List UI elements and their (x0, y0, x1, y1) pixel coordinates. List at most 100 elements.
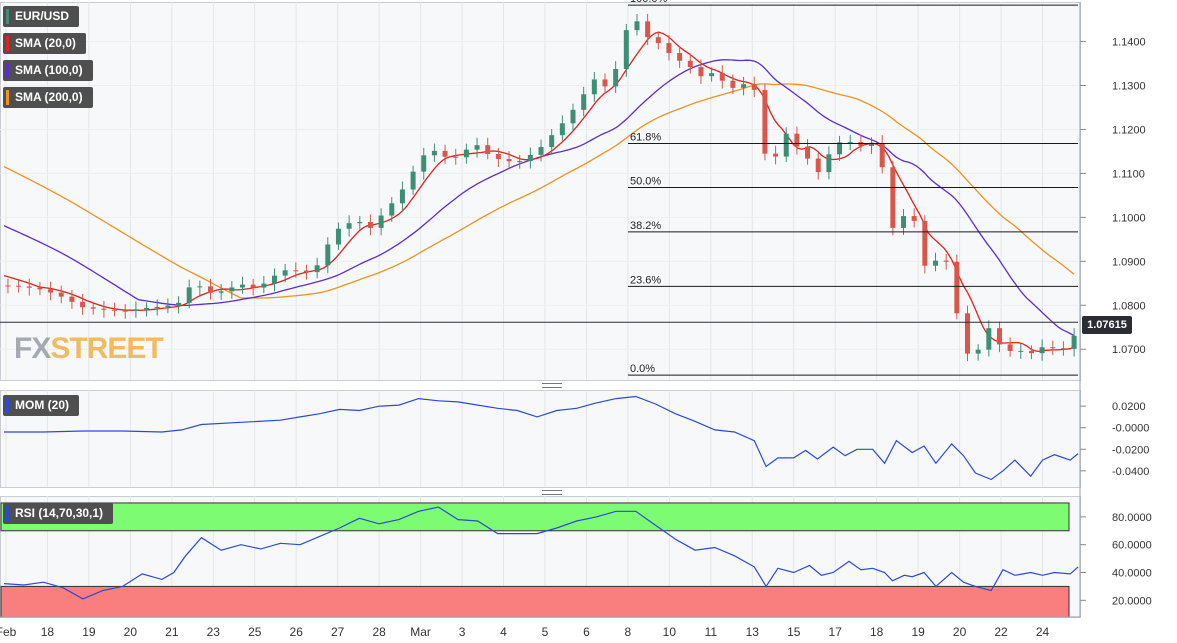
candle-body (378, 215, 384, 228)
candle-body (186, 287, 192, 303)
mom-tick-label: -0.0000 (1112, 423, 1149, 435)
fib-label: 50.0% (630, 175, 661, 187)
y-tick-label: 1.0700 (1112, 344, 1146, 356)
sma20-legend[interactable]: SMA (20,0) (3, 33, 86, 54)
sma200-legend[interactable]: SMA (200,0) (3, 87, 93, 108)
candle-body (176, 302, 182, 306)
candle-body (474, 145, 480, 150)
candle-body (133, 309, 139, 312)
candle-body (911, 216, 917, 221)
fxstreet-logo: FXSTREET (14, 332, 164, 366)
candle-body (69, 296, 75, 302)
candle-body (698, 67, 704, 77)
sma20-swatch (6, 36, 9, 51)
candle-body (197, 286, 203, 288)
x-tick-label: 22 (994, 625, 1008, 639)
candle-body (90, 307, 96, 309)
candle-body (58, 292, 64, 297)
x-tick-label: 26 (290, 625, 304, 639)
current-price-tag: 1.07615 (1082, 316, 1132, 334)
rsi-series-line (3, 506, 1079, 600)
candle-body (719, 73, 725, 81)
candle-body (751, 84, 757, 90)
candle-body (48, 289, 54, 293)
pane-resize-handle-1[interactable] (542, 383, 562, 388)
y-tick-label: 1.1000 (1112, 212, 1146, 224)
candle-body (591, 79, 597, 95)
x-tick-label: 24 (1036, 625, 1050, 639)
candle-body (602, 79, 608, 87)
candle-body (165, 305, 171, 308)
y-tick-label: 1.0800 (1112, 300, 1146, 312)
candle-body (1039, 347, 1045, 354)
candle-body (527, 154, 533, 162)
candle-body (346, 223, 352, 229)
x-tick-label: 19 (82, 625, 96, 639)
candle-body (154, 307, 160, 309)
candle-body (325, 244, 331, 266)
candle-body (26, 286, 32, 288)
candle-body (901, 216, 907, 228)
candle-body (986, 328, 992, 350)
candle-body (442, 150, 448, 157)
x-tick-label: 23 (207, 625, 221, 639)
y-tick-label: 1.1200 (1112, 124, 1146, 136)
rsi-legend[interactable]: RSI (14,70,30,1) (3, 503, 114, 524)
candle-body (549, 135, 555, 148)
candle-body (1060, 348, 1066, 350)
y-tick-label: 1.1300 (1112, 81, 1146, 93)
rsi-tick-label: 20.0000 (1112, 595, 1152, 607)
candle-body (37, 287, 43, 290)
candle-body (773, 153, 779, 157)
candle-body (783, 133, 789, 157)
candle-body (975, 349, 981, 354)
fib-label: 61.8% (630, 132, 661, 144)
candle-body (293, 270, 299, 272)
candle-body (559, 123, 565, 136)
mom-legend[interactable]: MOM (20) (3, 395, 79, 416)
x-tick-label: 25 (248, 625, 262, 639)
candle-body (101, 308, 107, 310)
candle-body (709, 73, 715, 77)
x-tick-label: Mar (410, 625, 431, 639)
sma200-label: SMA (200,0) (15, 90, 83, 104)
x-tick-label: 19 (911, 625, 925, 639)
candle-body (1028, 350, 1034, 354)
x-tick-label: 21 (165, 625, 179, 639)
candle-body (666, 43, 672, 53)
rsi-tick-label: 80.0000 (1112, 512, 1152, 524)
candle-body (112, 309, 118, 311)
sma100-legend[interactable]: SMA (100,0) (3, 60, 93, 81)
candle-body (687, 60, 693, 68)
x-tick-label: 28 (372, 625, 386, 639)
symbol-legend[interactable]: EUR/USD (3, 6, 80, 27)
candle-body (250, 284, 256, 288)
candle-body (282, 270, 288, 276)
candle-body (538, 147, 544, 155)
rsi-swatch (6, 506, 9, 521)
y-tick-label: 1.0900 (1112, 256, 1146, 268)
candle-body (229, 287, 235, 292)
candle-body (80, 301, 86, 308)
sma200-swatch (6, 90, 9, 105)
candle-body (517, 161, 523, 163)
candle-body (303, 270, 309, 273)
fib-label: 100.0% (630, 0, 668, 5)
candle-body (367, 221, 373, 228)
candle-body (122, 310, 128, 312)
mom-label: MOM (20) (15, 398, 69, 412)
candle-body (826, 154, 832, 173)
candle-body (1071, 335, 1077, 349)
rsi-label: RSI (14,70,30,1) (15, 506, 104, 520)
candle-body (495, 154, 501, 160)
sma20-line (3, 31, 1075, 353)
candle-body (208, 286, 214, 293)
candle-body (794, 133, 800, 147)
mom-swatch (6, 398, 9, 413)
candle-body (240, 284, 246, 288)
candle-body (271, 275, 277, 284)
pane-resize-handle-2[interactable] (542, 490, 562, 495)
sma100-label: SMA (100,0) (15, 63, 83, 77)
x-tick-label: 15 (787, 625, 801, 639)
